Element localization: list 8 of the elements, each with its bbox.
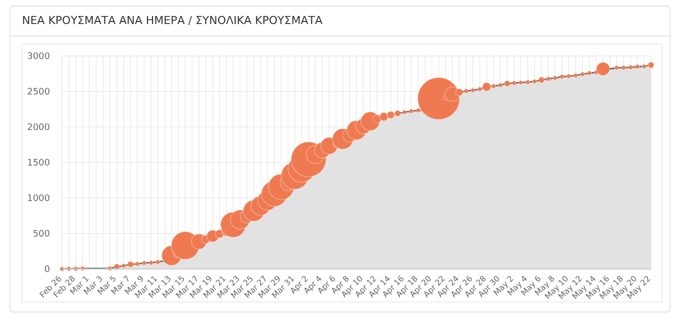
- y-tick-label: 500: [32, 230, 50, 240]
- chart-title: ΝΕΑ ΚΡΟΥΣΜΑΤΑ ΑΝΑ ΗΜΕΡΑ / ΣΥΝΟΛΙΚΑ ΚΡΟΥΣΜΑΤΑ: [22, 14, 323, 27]
- y-tick-label: 1500: [27, 158, 50, 169]
- y-tick-label: 0: [44, 265, 50, 276]
- y-tick-label: 3000: [27, 52, 50, 62]
- y-tick-label: 2000: [27, 123, 50, 134]
- y-tick-label: 1000: [27, 194, 50, 204]
- y-tick-label: 2500: [27, 88, 50, 98]
